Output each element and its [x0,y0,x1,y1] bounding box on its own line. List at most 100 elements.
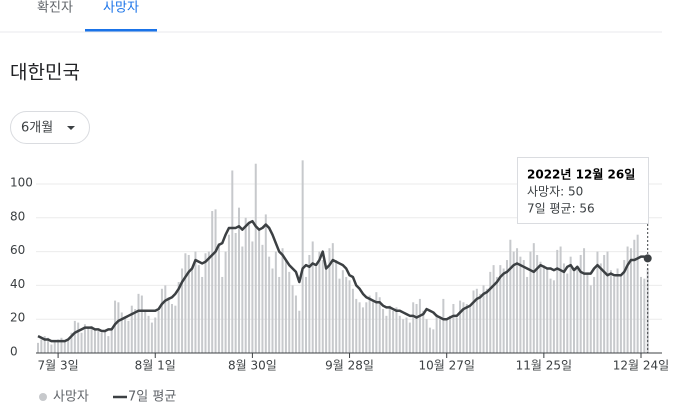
bar [358,302,361,353]
bar [305,276,307,353]
y-tick-label: 80 [10,209,25,223]
bar [512,251,515,353]
dropdown[interactable] [10,111,90,144]
bar [375,292,378,353]
bar [214,209,217,353]
x-tick-label: 8월 1일 [135,359,176,373]
bar [616,268,619,353]
y-tick-label: 60 [10,243,25,257]
bar [546,268,549,353]
bar [633,239,636,353]
bar [134,309,137,353]
bar [495,276,498,353]
bar [167,297,170,353]
bar [191,268,194,353]
bar [43,336,46,353]
bar [174,305,177,353]
bar [254,163,257,353]
bar [603,254,606,353]
tooltip-line: 7일 평균: 56 [527,202,595,216]
bar [382,309,385,353]
bar [479,293,482,353]
bar [499,265,502,353]
bar [107,336,110,353]
bar [130,305,133,353]
bar [264,214,267,353]
bar [529,251,532,353]
tab-active[interactable]: 사망자 [103,1,139,16]
bar [93,329,96,353]
bar [294,295,297,353]
bar [509,239,512,353]
bar [268,256,271,353]
legend: 사망자 7일 평균 [39,390,176,405]
bar [221,276,224,353]
bar [157,310,160,353]
bar [522,260,525,353]
bar [194,251,197,353]
bar [298,310,301,353]
legend-label: 사망자 [53,390,89,405]
dropdown-arrow [67,126,75,130]
bar [160,288,163,353]
bar [596,251,599,353]
bar [338,278,341,353]
bar [271,268,274,353]
bar [154,317,157,353]
bar [613,276,616,353]
bar [398,315,401,353]
bar [140,295,143,353]
avg-line [37,219,649,343]
bar [274,251,277,353]
bar [372,302,374,353]
bar [211,211,214,353]
bar [144,310,147,353]
bar [207,251,210,353]
bar [281,248,284,353]
x-tick-label: 11월 25일 [516,359,572,373]
bar [445,319,448,353]
bar [506,260,508,353]
bar [368,295,371,353]
bar [328,248,331,353]
bar [204,253,207,353]
bar [462,302,465,353]
tooltip: 2022년 12월 26일 사망자: 50 7일 평균: 56 [517,157,649,224]
bar [63,341,66,353]
bar [127,320,130,353]
bar [70,332,73,353]
bar [542,265,545,353]
tooltip-box [517,157,649,224]
bar [449,315,452,353]
bar [278,276,281,353]
bar [100,332,103,353]
bar [110,329,113,353]
bar [482,285,485,353]
bar [361,307,364,353]
bar [392,310,395,353]
bar [576,268,579,353]
bar [619,275,622,353]
bar [331,243,334,353]
tab-indicator [85,29,157,32]
bar [599,263,602,353]
tab[interactable]: 확진자 [37,1,73,16]
bar [90,325,93,353]
bar [318,251,321,353]
bar [53,341,56,353]
bar [428,327,431,353]
bar [150,322,153,353]
bar [184,253,187,353]
bar [117,302,120,353]
bar [418,298,421,353]
bar [311,241,314,353]
bar [83,324,86,353]
bar [556,249,559,353]
bar [549,278,552,353]
bar [288,271,291,353]
bar [164,285,167,353]
bar [308,254,311,353]
bar [47,337,50,353]
bar [439,319,441,353]
